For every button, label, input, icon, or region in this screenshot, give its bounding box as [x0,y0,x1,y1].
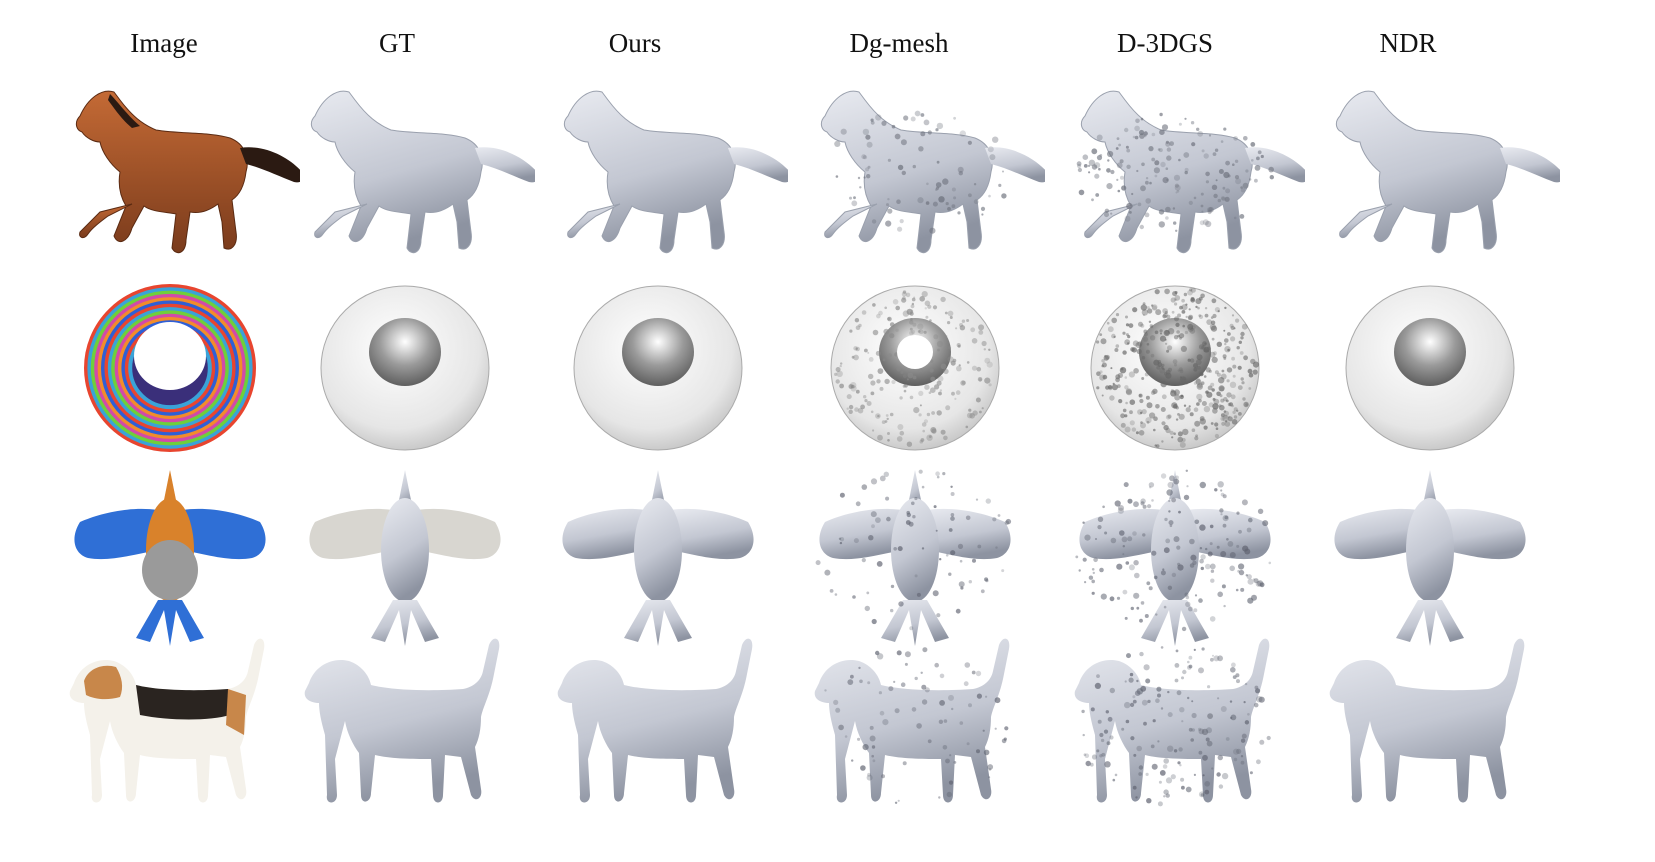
horse-image-render [40,72,300,272]
figure-cell-bird-d-3dgs [1045,450,1305,650]
column-header-dg-mesh: Dg-mesh [779,28,1019,59]
dog-ours-render [528,625,788,825]
torus-d-3dgs-render [1045,268,1305,468]
horse-ours-render [528,72,788,272]
column-header-image: Image [44,28,284,59]
figure-cell-bird-dg-mesh [785,450,1045,650]
figure-cell-dog-ours [528,625,788,825]
bird-dg-mesh-render [785,450,1045,650]
figure-cell-dog-ndr [1300,625,1560,825]
bird-ours-render [528,450,788,650]
figure-cell-dog-d-3dgs [1045,625,1305,825]
figure-cell-torus-ndr [1300,268,1560,468]
horse-d-3dgs-render [1045,72,1305,272]
dog-d-3dgs-render [1045,625,1305,825]
torus-gt-render [275,268,535,468]
horse-dg-mesh-render [785,72,1045,272]
dog-image-render [40,625,300,825]
figure-cell-horse-ndr [1300,72,1560,272]
figure-cell-torus-image [40,268,300,468]
figure-cell-dog-image [40,625,300,825]
column-header-ndr: NDR [1288,28,1528,59]
horse-gt-render [275,72,535,272]
dog-gt-render [275,625,535,825]
horse-ndr-render [1300,72,1560,272]
column-header-ours: Ours [515,28,755,59]
figure-cell-horse-dg-mesh [785,72,1045,272]
figure-cell-torus-d-3dgs [1045,268,1305,468]
figure-cell-horse-gt [275,72,535,272]
torus-ndr-render [1300,268,1560,468]
torus-ours-render [528,268,788,468]
figure-cell-horse-image [40,72,300,272]
figure-cell-torus-dg-mesh [785,268,1045,468]
bird-ndr-render [1300,450,1560,650]
figure-cell-horse-d-3dgs [1045,72,1305,272]
torus-dg-mesh-render [785,268,1045,468]
figure-cell-torus-ours [528,268,788,468]
figure-cell-torus-gt [275,268,535,468]
column-header-d-3dgs: D-3DGS [1045,28,1285,59]
bird-d-3dgs-render [1045,450,1305,650]
bird-image-render [40,450,300,650]
bird-gt-render [275,450,535,650]
figure-cell-bird-gt [275,450,535,650]
figure-cell-bird-ours [528,450,788,650]
column-header-gt: GT [277,28,517,59]
dog-dg-mesh-render [785,625,1045,825]
figure-cell-bird-image [40,450,300,650]
figure-cell-dog-gt [275,625,535,825]
dog-ndr-render [1300,625,1560,825]
figure-cell-horse-ours [528,72,788,272]
figure-cell-dog-dg-mesh [785,625,1045,825]
figure-cell-bird-ndr [1300,450,1560,650]
torus-image-render [40,268,300,468]
